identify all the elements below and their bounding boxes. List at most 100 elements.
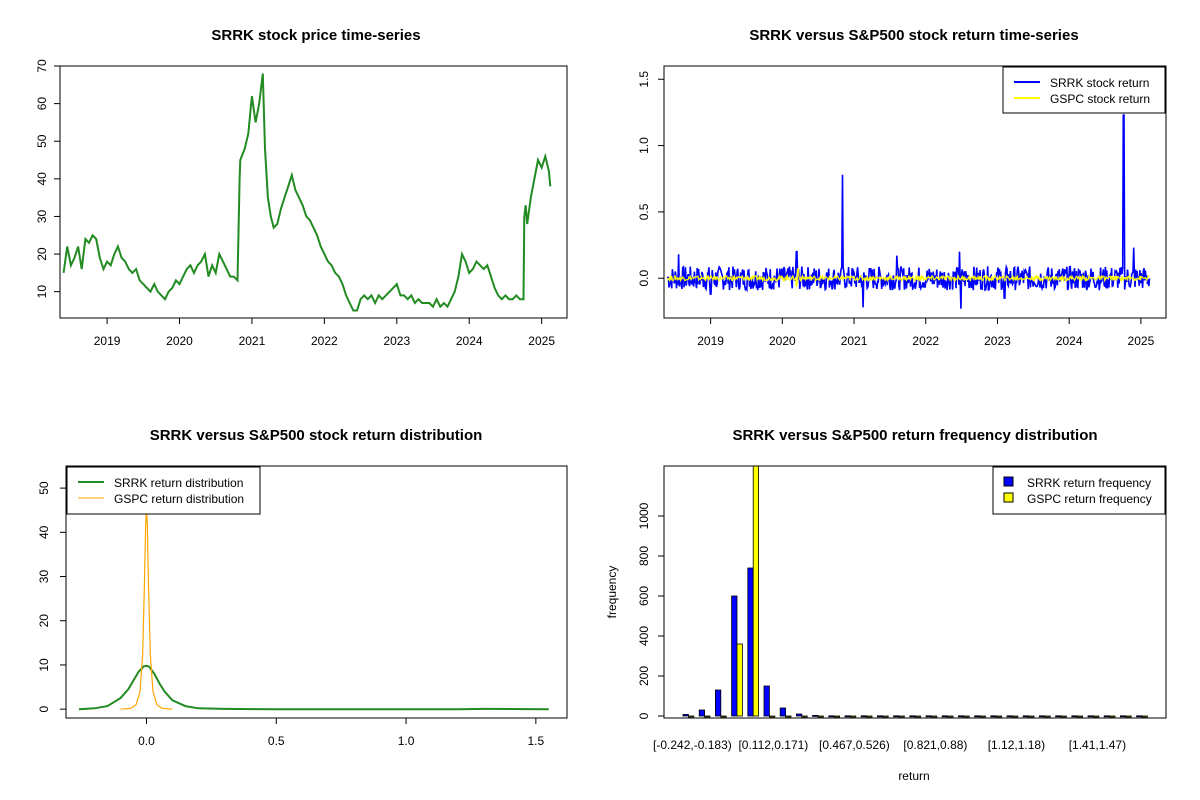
histogram-bar-gspc: [769, 715, 776, 718]
histogram-bar-srrk: [779, 707, 787, 717]
histogram-bar-gspc: [850, 715, 857, 718]
histogram-bar-gspc: [1028, 715, 1035, 718]
price-y-tick-label: 30: [35, 209, 49, 223]
histogram-bar-srrk: [812, 715, 819, 717]
histogram-bar-srrk: [763, 685, 770, 717]
histogram-bar-gspc: [1141, 715, 1148, 718]
histogram-bar-gspc: [817, 715, 824, 718]
histogram-bar-gspc: [736, 643, 743, 717]
histogram-legend-label-gspc: GSPC return frequency: [1027, 492, 1152, 506]
density-series-srrk: [78, 664, 549, 711]
density-legend-label-gspc: GSPC return distribution: [114, 492, 244, 506]
price-y-tick-label: 10: [35, 285, 49, 299]
returns-x-tick-label: 2023: [984, 334, 1011, 348]
histogram-bar-srrk: [990, 715, 997, 718]
price-x-tick-label: 2025: [528, 334, 555, 348]
histogram-bar-srrk: [1022, 715, 1030, 718]
density-legend-label-srrk: SRRK return distribution: [114, 476, 243, 490]
histogram-legend: SRRK return frequency GSPC return freque…: [992, 466, 1166, 515]
histogram-bar-gspc: [833, 715, 841, 718]
histogram-x-tick-label: [1.41,1.47): [1069, 738, 1126, 752]
histogram-bar-srrk: [1039, 715, 1046, 718]
density-y-tick-label: 30: [37, 570, 51, 584]
returns-legend-label-gspc: GSPC stock return: [1050, 92, 1150, 106]
histogram-legend-label-srrk: SRRK return frequency: [1027, 476, 1151, 490]
histogram-bar-srrk: [747, 567, 754, 717]
price-x-tick-label: 2020: [166, 334, 193, 348]
density-x-tick-label: 1.0: [398, 734, 415, 748]
histogram-bar-srrk: [893, 715, 900, 718]
histogram-bar-srrk: [1087, 715, 1094, 718]
density-legend-box: [66, 466, 261, 515]
histogram-bar-gspc: [882, 715, 889, 718]
histogram-bar-srrk: [1071, 715, 1078, 718]
histogram-y-tick-label: 0: [637, 712, 651, 719]
histogram-bar-srrk: [1120, 715, 1127, 718]
histogram-bar-srrk: [715, 689, 722, 717]
histogram-x-tick-label: [0.467,0.526): [819, 738, 890, 752]
histogram-bar-gspc: [720, 715, 727, 718]
price-plot-frame: [59, 65, 568, 319]
histogram-bar-srrk: [925, 715, 932, 718]
histogram-bar-srrk: [844, 715, 851, 718]
histogram-y-tick-label: 600: [637, 586, 651, 606]
histogram-y-axis-label: frequency: [605, 566, 619, 619]
density-x-tick-label: 0.5: [268, 734, 285, 748]
density-y-tick-label: 0: [37, 706, 51, 713]
price-y-tick-label: 20: [35, 247, 49, 261]
density-legend: SRRK return distribution GSPC return dis…: [66, 466, 261, 515]
price-x-tick-label: 2019: [94, 334, 121, 348]
histogram-bar-gspc: [1060, 715, 1067, 718]
returns-x-tick-label: 2024: [1056, 334, 1083, 348]
returns-x-tick-label: 2019: [697, 334, 724, 348]
density-x-tick-label: 1.5: [528, 734, 545, 748]
price-x-tick-label: 2021: [239, 334, 266, 348]
density-series-gspc: [120, 510, 173, 710]
price-y-tick-label: 50: [35, 134, 49, 148]
density-y-tick-label: 50: [37, 481, 51, 495]
histogram-bar-gspc: [752, 465, 760, 717]
returns-chart: SRRK versus S&P500 stock return time-ser…: [637, 27, 1167, 348]
histogram-bar-gspc: [1093, 715, 1100, 718]
histogram-bar-gspc: [1109, 715, 1116, 718]
returns-y-tick-label: 1.5: [637, 71, 651, 88]
histogram-legend-swatch-srrk: [1003, 476, 1014, 487]
returns-y-tick-label: 0.0: [637, 270, 651, 287]
histogram-chart: SRRK versus S&P500 return frequency dist…: [605, 427, 1167, 783]
returns-y-tick-label: 0.5: [637, 203, 651, 220]
histogram-bar-srrk: [1055, 715, 1062, 718]
returns-y-tick-label: 1.0: [637, 137, 651, 154]
histogram-bar-gspc: [704, 715, 711, 718]
histogram-x-tick-label: [0.821,0.88): [903, 738, 967, 752]
density-chart-title: SRRK versus S&P500 stock return distribu…: [150, 427, 483, 444]
density-chart: SRRK versus S&P500 stock return distribu…: [37, 427, 568, 748]
density-x-tick-label: 0.0: [138, 734, 155, 748]
histogram-bar-gspc: [785, 715, 792, 718]
histogram-bar-srrk: [1103, 715, 1110, 718]
histogram-bar-srrk: [828, 715, 835, 718]
histogram-bar-gspc: [914, 715, 922, 718]
histogram-x-tick-label: [1.12,1.18): [988, 738, 1045, 752]
histogram-legend-box: [992, 466, 1166, 515]
histogram-bar-gspc: [866, 715, 873, 718]
histogram-bar-gspc: [947, 715, 954, 718]
histogram-bar-srrk: [1136, 715, 1143, 718]
price-y-tick-label: 40: [35, 172, 49, 186]
histogram-y-tick-label: 1000: [637, 502, 651, 529]
histogram-bar-gspc: [1012, 715, 1019, 718]
histogram-chart-title: SRRK versus S&P500 return frequency dist…: [732, 427, 1097, 444]
histogram-bar-gspc: [801, 715, 808, 718]
returns-x-tick-label: 2022: [912, 334, 939, 348]
histogram-bar-srrk: [731, 595, 738, 717]
returns-x-tick-label: 2020: [769, 334, 796, 348]
density-y-tick-label: 20: [37, 614, 51, 628]
histogram-plot-frame: [663, 465, 1167, 719]
histogram-bar-gspc: [898, 715, 905, 718]
histogram-bar-srrk: [682, 714, 689, 717]
histogram-bar-gspc: [995, 715, 1003, 718]
price-chart-title: SRRK stock price time-series: [211, 27, 420, 44]
density-plot-frame: [65, 465, 568, 719]
histogram-bar-srrk: [958, 715, 965, 718]
histogram-y-tick-label: 400: [637, 626, 651, 646]
